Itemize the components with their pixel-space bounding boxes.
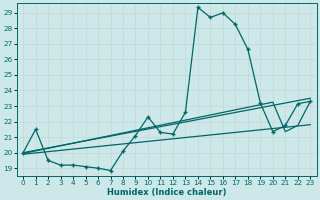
X-axis label: Humidex (Indice chaleur): Humidex (Indice chaleur) xyxy=(107,188,227,197)
